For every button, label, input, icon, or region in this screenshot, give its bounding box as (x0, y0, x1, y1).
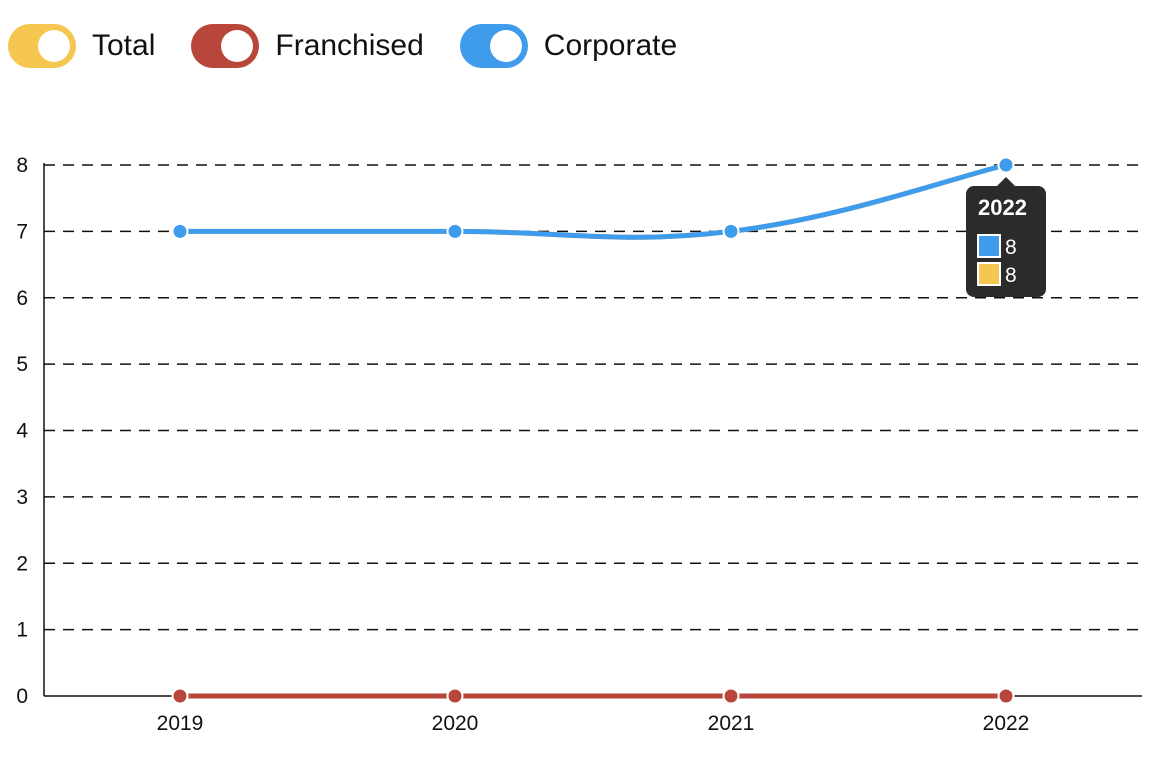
y-tick-label: 8 (16, 154, 28, 177)
data-point-franchised (446, 687, 464, 705)
y-tick-label: 1 (16, 619, 28, 642)
toggle-total[interactable] (8, 24, 76, 68)
legend-label-corporate: Corporate (543, 29, 678, 62)
y-axis-ticks: 0 1 2 3 4 5 6 7 8 (16, 154, 28, 708)
series-group (171, 156, 1015, 705)
toggle-corporate[interactable] (459, 24, 528, 68)
x-tick-label: 2022 (983, 712, 1030, 735)
y-tick-label: 2 (16, 552, 28, 575)
data-point-corporate (997, 156, 1015, 174)
toggle-knob (38, 30, 70, 62)
tooltip-arrow (996, 177, 1016, 187)
x-axis-ticks: 2019 2020 2021 2022 (157, 712, 1030, 735)
data-point-corporate (446, 222, 464, 240)
data-point-corporate (722, 222, 740, 240)
series-line-corporate (177, 162, 1009, 240)
y-tick-label: 7 (16, 220, 28, 243)
tooltip-swatch (977, 234, 1001, 258)
x-tick-label: 2020 (432, 712, 479, 735)
tooltip-title: 2022 (978, 195, 1027, 220)
x-tick-label: 2019 (157, 712, 204, 735)
x-tick-label: 2021 (708, 712, 755, 735)
y-tick-label: 6 (16, 287, 28, 310)
y-tick-label: 5 (16, 353, 28, 376)
legend-item-total[interactable]: Total (8, 24, 155, 68)
tooltip-swatch (977, 262, 1001, 286)
data-point-corporate (171, 222, 189, 240)
y-tick-label: 3 (16, 486, 28, 509)
toggle-knob (489, 30, 522, 62)
data-point-franchised (722, 687, 740, 705)
data-point-franchised (997, 687, 1015, 705)
tooltip-value: 8 (1005, 236, 1017, 259)
toggle-knob (221, 30, 254, 62)
y-tick-label: 0 (16, 685, 28, 708)
data-point-franchised (171, 687, 189, 705)
tooltip: 2022 8 8 (966, 177, 1046, 297)
legend-item-franchised[interactable]: Franchised (191, 24, 424, 68)
toggle-franchised[interactable] (191, 24, 260, 68)
chart-legend: Total Franchised Corporate (8, 24, 677, 68)
tooltip-value: 8 (1005, 264, 1017, 287)
y-tick-label: 4 (16, 420, 28, 443)
legend-label-total: Total (92, 29, 156, 62)
legend-label-franchised: Franchised (275, 29, 424, 62)
legend-item-corporate[interactable]: Corporate (459, 24, 678, 68)
